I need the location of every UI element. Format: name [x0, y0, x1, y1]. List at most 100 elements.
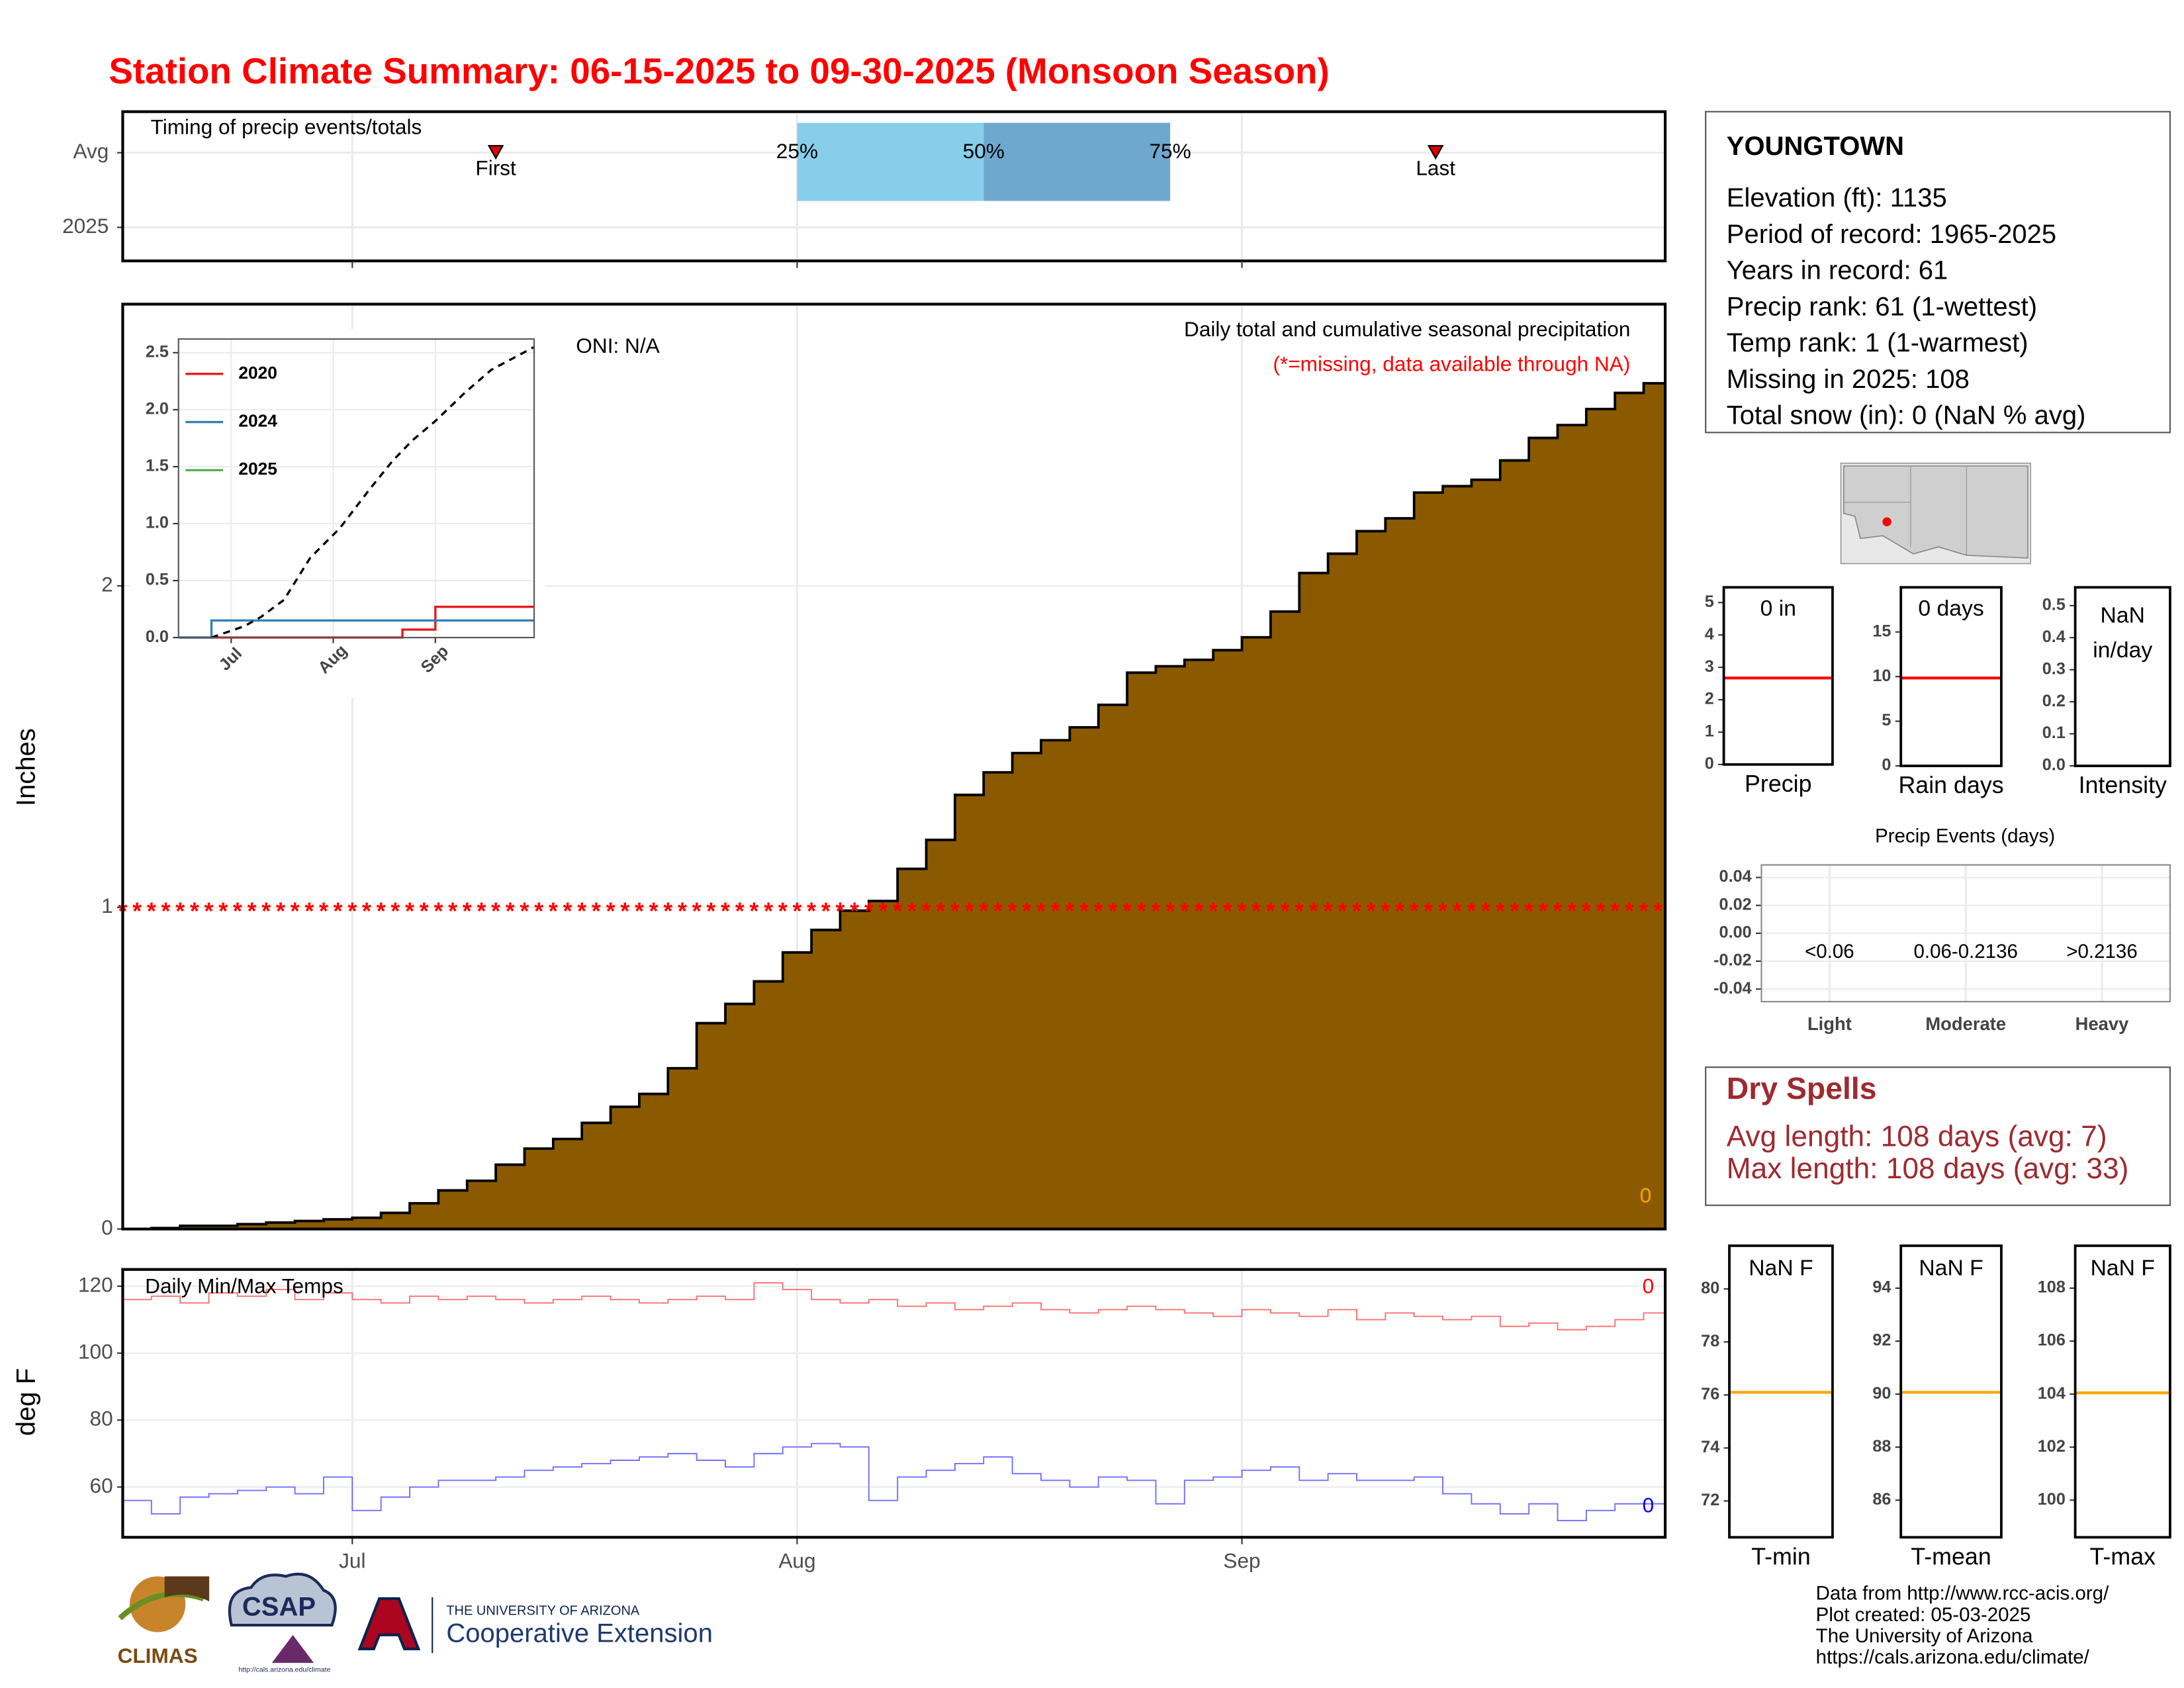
missing-marker: * — [620, 898, 629, 925]
x-tick-label: Jul — [339, 1549, 365, 1573]
y-tick-label: 0 — [1882, 756, 1891, 774]
missing-marker: * — [735, 898, 745, 925]
missing-marker: * — [792, 898, 801, 925]
missing-marker: * — [463, 898, 472, 925]
dry-spell-line: Max length: 108 days (avg: 33) — [1727, 1152, 2129, 1185]
gauge-frame — [1899, 1244, 2003, 1539]
event-marker — [1427, 145, 1444, 160]
station-line: Missing in 2025: 108 — [1727, 365, 1970, 394]
gauge-frame — [2073, 586, 2171, 767]
missing-marker: * — [276, 898, 285, 925]
missing-marker: * — [563, 898, 572, 925]
missing-marker: * — [1281, 898, 1290, 925]
x-tick-label: Light — [1807, 1013, 1852, 1034]
y-tick-label: 102 — [2038, 1437, 2066, 1456]
panel-frame — [1760, 864, 2171, 1003]
missing-marker: * — [635, 898, 644, 925]
average-line — [210, 346, 535, 639]
missing-marker: * — [132, 898, 142, 925]
y-tick-label: 0.02 — [1719, 895, 1752, 914]
missing-marker: * — [1266, 898, 1275, 925]
missing-marker: * — [1467, 898, 1476, 925]
missing-marker: * — [1524, 898, 1533, 925]
annotation: 0 — [1640, 1183, 1652, 1207]
csap-mountain — [271, 1634, 314, 1663]
missing-marker: * — [390, 898, 400, 925]
y-tick-label: 10 — [1872, 667, 1891, 685]
missing-marker: * — [807, 898, 816, 925]
y-tick-label: 2.0 — [146, 400, 169, 418]
panel-bg — [122, 1269, 1666, 1538]
y-tick-label: 100 — [2038, 1490, 2066, 1509]
map-borders — [1843, 465, 1967, 555]
missing-marker: * — [678, 898, 687, 925]
annotation: ONI: N/A — [576, 334, 660, 357]
missing-marker: * — [1036, 898, 1046, 925]
ua-top-text: THE UNIVERSITY OF ARIZONA — [446, 1603, 640, 1618]
y-tick-label: 0.1 — [2042, 724, 2066, 742]
panel-title: Precip Events (days) — [1875, 825, 2055, 847]
legend-label: 2025 — [238, 459, 277, 479]
y-tick-label: Avg — [73, 139, 109, 163]
panel-title: Timing of precip events/totals — [151, 115, 422, 138]
missing-marker: * — [1410, 898, 1419, 925]
gauge-label: 0 days — [1918, 596, 1983, 621]
event-marker — [487, 145, 504, 160]
missing-marker: * — [850, 898, 859, 925]
y-tick-label: 90 — [1872, 1384, 1891, 1403]
y-tick-label: 0.4 — [2042, 628, 2066, 646]
y-tick-label: 92 — [1872, 1331, 1891, 1350]
y-tick-label: 2025 — [62, 214, 109, 238]
gauge-bg — [1723, 587, 1833, 765]
panel-title: Daily Min/Max Temps — [145, 1274, 343, 1297]
missing-marker: * — [1395, 898, 1404, 925]
missing-marker: * — [362, 898, 371, 925]
locator-map — [1840, 462, 2032, 565]
y-tick-label: 0.0 — [146, 628, 169, 646]
y-tick-label: 78 — [1701, 1332, 1719, 1350]
missing-marker: * — [1582, 898, 1591, 925]
station-dot — [1882, 517, 1891, 526]
annotation: (*=missing, data available through NA) — [1273, 352, 1630, 376]
gauge-label: in/day — [2093, 637, 2152, 663]
y-tick-label: 5 — [1705, 592, 1714, 611]
station-line: Total snow (in): 0 (NaN % avg) — [1727, 401, 2086, 430]
missing-marker: * — [1238, 898, 1247, 925]
station-line: Period of record: 1965-2025 — [1727, 220, 2056, 249]
missing-marker: * — [979, 898, 988, 925]
missing-marker: * — [1324, 898, 1333, 925]
bin-label: >0.2136 — [2066, 941, 2137, 962]
missing-marker: * — [1108, 898, 1117, 925]
missing-marker: * — [706, 898, 715, 925]
bin-label: 0.06-0.2136 — [1913, 941, 2017, 962]
missing-marker: * — [649, 898, 659, 925]
map-land — [1843, 465, 2028, 559]
missing-marker: * — [1567, 898, 1576, 925]
gauge-xlabel: T-min — [1751, 1543, 1811, 1570]
missing-marker: * — [821, 898, 831, 925]
missing-marker: * — [147, 898, 156, 925]
climas-text: CLIMAS — [118, 1644, 198, 1667]
y-tick-label: 2.5 — [146, 342, 169, 361]
missing-marker: * — [1496, 898, 1505, 925]
quartile-label: 25% — [776, 139, 818, 163]
missing-marker: * — [993, 898, 1003, 925]
missing-marker: * — [448, 898, 457, 925]
y-tick-label: 1.5 — [146, 457, 169, 475]
dry-spell-line: Avg length: 108 days (avg: 7) — [1727, 1120, 2107, 1152]
x-tick-label: Heavy — [2075, 1013, 2129, 1034]
y-tick-label: 2 — [101, 572, 113, 596]
y-tick-label: 60 — [90, 1474, 113, 1497]
missing-marker: * — [1539, 898, 1548, 925]
gauge-label: NaN — [2101, 602, 2145, 628]
missing-marker: * — [1180, 898, 1189, 925]
missing-marker: * — [377, 898, 386, 925]
x-tick-label: Sep — [1223, 1549, 1260, 1573]
panel-frame — [121, 303, 1667, 1231]
missing-marker: * — [261, 898, 271, 925]
missing-marker: * — [1122, 898, 1132, 925]
quartile-label: 75% — [1149, 139, 1191, 163]
y-tick-label: 80 — [1701, 1279, 1719, 1297]
missing-marker: * — [218, 898, 228, 925]
missing-marker: * — [1653, 898, 1662, 925]
